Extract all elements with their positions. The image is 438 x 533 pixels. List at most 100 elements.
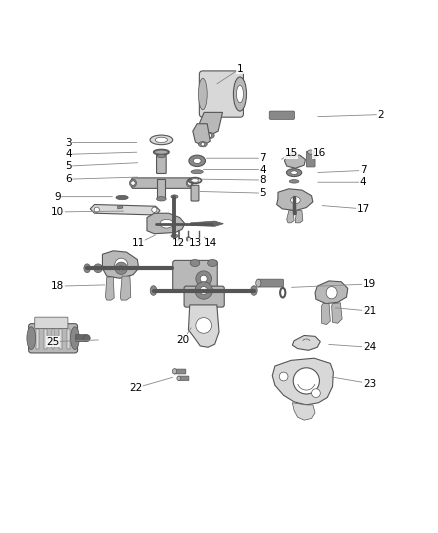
Ellipse shape: [189, 155, 205, 166]
Circle shape: [207, 133, 212, 138]
Text: 19: 19: [363, 279, 376, 289]
Ellipse shape: [186, 179, 193, 187]
Text: 7: 7: [360, 165, 367, 175]
Ellipse shape: [155, 138, 167, 142]
Text: 5: 5: [65, 161, 72, 171]
Text: 3: 3: [65, 138, 72, 148]
Polygon shape: [120, 276, 131, 300]
Circle shape: [94, 207, 99, 212]
Polygon shape: [193, 124, 210, 146]
Bar: [67, 329, 70, 349]
FancyBboxPatch shape: [174, 369, 186, 374]
Text: 17: 17: [357, 204, 370, 214]
Ellipse shape: [191, 170, 203, 174]
Circle shape: [94, 264, 102, 272]
Circle shape: [201, 142, 205, 146]
Circle shape: [279, 372, 288, 381]
Polygon shape: [315, 281, 348, 304]
FancyBboxPatch shape: [75, 335, 87, 342]
Circle shape: [186, 237, 191, 241]
Polygon shape: [102, 251, 139, 278]
Ellipse shape: [150, 286, 157, 295]
Text: 21: 21: [363, 306, 376, 316]
Text: 13: 13: [188, 238, 201, 248]
Circle shape: [196, 318, 212, 333]
Circle shape: [152, 207, 157, 212]
Ellipse shape: [205, 133, 214, 139]
Polygon shape: [277, 189, 313, 211]
Text: 16: 16: [313, 148, 326, 158]
Ellipse shape: [116, 195, 128, 200]
Polygon shape: [287, 211, 294, 223]
Ellipse shape: [291, 195, 297, 198]
Ellipse shape: [157, 154, 165, 158]
Text: 8: 8: [259, 175, 266, 185]
Text: 4: 4: [259, 165, 266, 175]
Ellipse shape: [154, 150, 169, 155]
Polygon shape: [106, 277, 114, 300]
Ellipse shape: [251, 286, 257, 295]
Text: 5: 5: [259, 188, 266, 198]
Text: 4: 4: [65, 149, 72, 159]
Ellipse shape: [71, 327, 79, 350]
FancyBboxPatch shape: [191, 185, 199, 201]
Ellipse shape: [286, 169, 302, 176]
Polygon shape: [295, 211, 303, 223]
FancyBboxPatch shape: [269, 111, 294, 119]
Circle shape: [311, 389, 320, 398]
Text: 11: 11: [131, 238, 145, 248]
Text: 23: 23: [363, 378, 376, 389]
Ellipse shape: [307, 150, 314, 154]
Text: 7: 7: [259, 153, 266, 163]
Ellipse shape: [130, 179, 137, 187]
Text: 22: 22: [129, 383, 143, 393]
Polygon shape: [292, 335, 320, 350]
FancyBboxPatch shape: [156, 155, 166, 174]
Ellipse shape: [208, 260, 217, 266]
Circle shape: [187, 181, 192, 185]
Ellipse shape: [84, 264, 90, 272]
Polygon shape: [147, 213, 185, 234]
Circle shape: [200, 275, 207, 282]
Polygon shape: [118, 205, 123, 209]
Text: 24: 24: [363, 342, 376, 352]
Polygon shape: [272, 358, 333, 405]
Circle shape: [96, 266, 100, 270]
Ellipse shape: [190, 260, 200, 266]
Ellipse shape: [191, 179, 199, 182]
Circle shape: [131, 181, 135, 185]
Ellipse shape: [27, 327, 35, 350]
Polygon shape: [191, 221, 223, 227]
Ellipse shape: [156, 197, 166, 201]
Ellipse shape: [291, 212, 297, 215]
Circle shape: [200, 287, 208, 294]
Ellipse shape: [160, 220, 173, 228]
FancyBboxPatch shape: [28, 324, 78, 353]
Ellipse shape: [256, 279, 261, 287]
Bar: [36, 329, 39, 349]
Ellipse shape: [171, 234, 178, 238]
Circle shape: [119, 265, 124, 271]
FancyBboxPatch shape: [173, 261, 217, 291]
Circle shape: [195, 282, 212, 299]
Text: 20: 20: [177, 335, 190, 345]
Circle shape: [196, 271, 212, 287]
Ellipse shape: [326, 287, 337, 299]
Circle shape: [115, 262, 127, 274]
Ellipse shape: [171, 195, 178, 198]
Ellipse shape: [290, 171, 297, 174]
Ellipse shape: [290, 197, 300, 204]
Text: 4: 4: [360, 177, 367, 187]
Ellipse shape: [289, 152, 297, 158]
Bar: [60, 329, 62, 349]
Ellipse shape: [150, 135, 173, 144]
Text: 25: 25: [46, 337, 60, 346]
Ellipse shape: [289, 180, 299, 183]
FancyBboxPatch shape: [184, 286, 224, 307]
Polygon shape: [321, 304, 330, 325]
FancyBboxPatch shape: [257, 279, 284, 287]
Text: 10: 10: [51, 207, 64, 217]
Polygon shape: [90, 205, 160, 215]
Polygon shape: [332, 303, 342, 323]
Text: 1: 1: [237, 64, 243, 74]
